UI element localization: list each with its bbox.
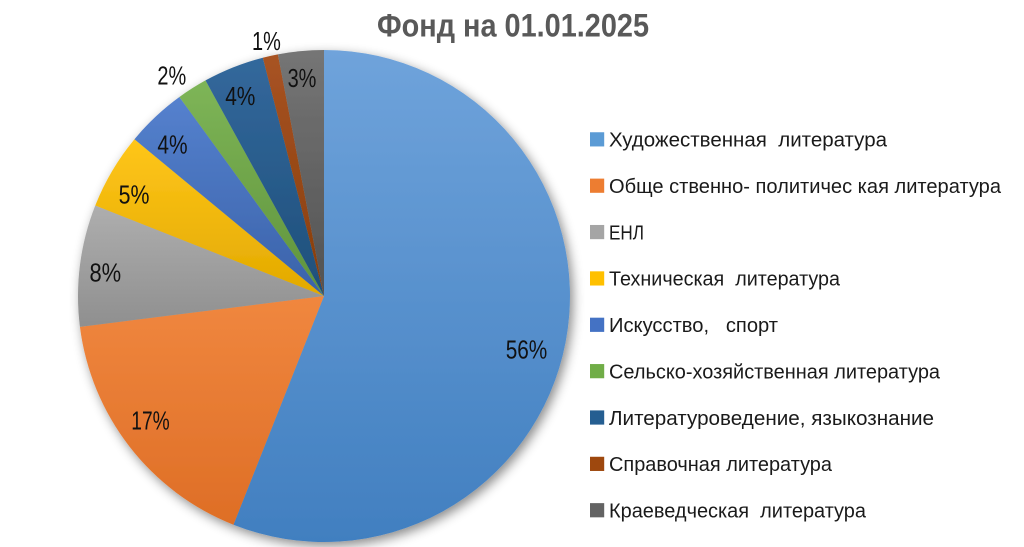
svg-text:ЕНЛ: ЕНЛ bbox=[609, 221, 644, 244]
svg-text:Фонд на 01.01.2025: Фонд на 01.01.2025 bbox=[377, 8, 649, 44]
svg-text:Литературоведение, языкознание: Литературоведение, языкознание bbox=[609, 407, 934, 430]
svg-text:4%: 4% bbox=[157, 130, 187, 160]
svg-text:3%: 3% bbox=[288, 63, 317, 93]
svg-text:8%: 8% bbox=[89, 257, 121, 287]
svg-text:Краеведческая литература: Краеведческая литература bbox=[609, 500, 867, 523]
svg-text:Художественная литература: Художественная литература bbox=[609, 129, 888, 152]
svg-text:17%: 17% bbox=[131, 406, 169, 436]
svg-text:Техническая литература: Техническая литература bbox=[609, 268, 841, 291]
svg-text:5%: 5% bbox=[119, 180, 150, 210]
svg-text:Сельско-хозяйственная литерату: Сельско-хозяйственная литература bbox=[609, 360, 941, 383]
svg-text:1%: 1% bbox=[252, 26, 281, 56]
svg-text:Искусство, спорт: Искусство, спорт bbox=[609, 314, 779, 337]
svg-text:2%: 2% bbox=[157, 60, 186, 90]
svg-text:56%: 56% bbox=[506, 334, 548, 364]
svg-text:Справочная литература: Справочная литература bbox=[609, 453, 833, 476]
svg-text:4%: 4% bbox=[225, 81, 255, 111]
svg-text:Обще ственно- политичес кая ли: Обще ственно- политичес кая литература bbox=[609, 175, 1002, 198]
